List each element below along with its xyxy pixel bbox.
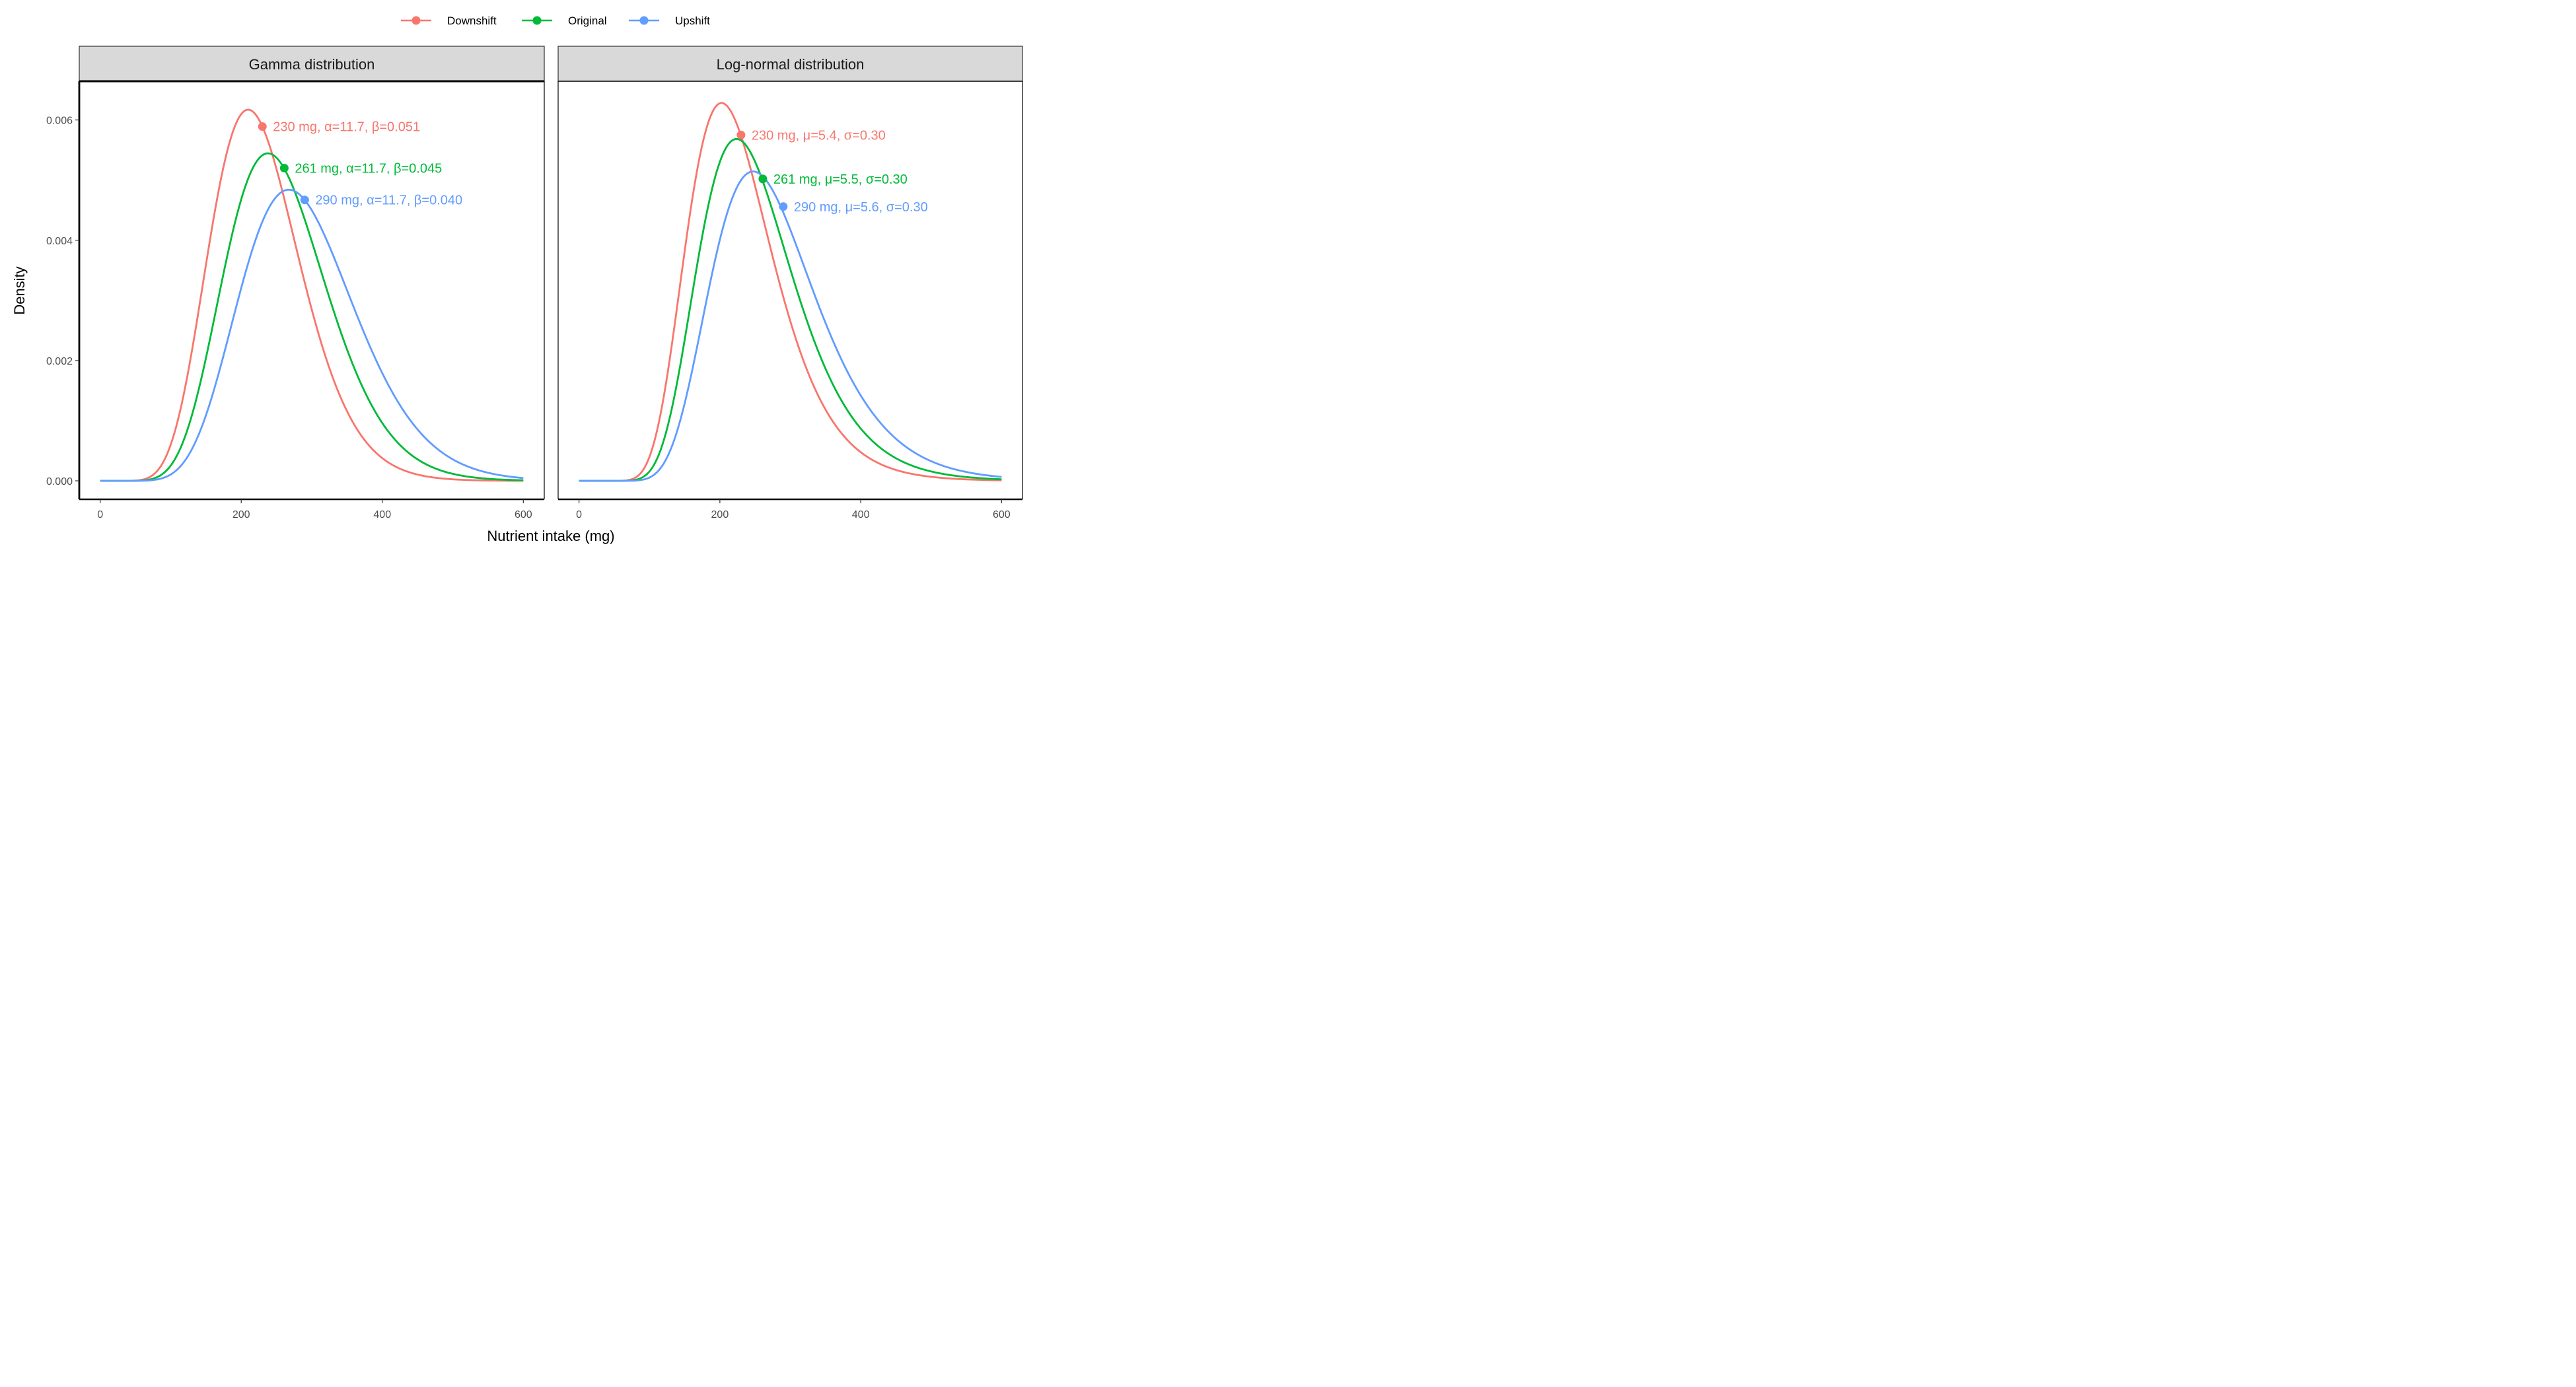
panel-1-series-line-original [100,152,524,482]
y-tick-label-0: 0.000 [46,476,73,487]
y-axis-title: Density [11,266,28,314]
panel-2-point-label-downshift: 230 mg, μ=5.4, σ=0.30 [752,128,886,143]
panel-2-strip [557,46,1023,82]
panel-1-point-label-original: 261 mg, α=11.7, β=0.045 [295,161,442,176]
panel-2-x-tick-label-0: 0 [576,509,582,520]
legend-key-point-downshift [411,16,421,25]
panel-2-point-downshift [736,130,746,139]
panel-1-x-tick-label-0: 0 [97,509,103,520]
panel-2-series-line-original [579,137,1002,482]
panel-2-series-line-upshift [579,170,1002,482]
panel-2-x-tick-label-600: 600 [993,509,1011,520]
panel-1-strip [79,46,545,82]
legend-label-upshift: Upshift [675,15,710,27]
legend-label-original: Original [568,15,607,27]
x-axis-title: Nutrient intake (mg) [487,528,614,544]
legend-label-downshift: Downshift [447,15,497,27]
panel-1-point-label-downshift: 230 mg, α=11.7, β=0.051 [273,120,420,135]
panel-1-plot-area [79,81,544,499]
panel-2-strip-title: Log-normal distribution [717,56,865,73]
panel-2-plot-area [558,81,1022,499]
panel-2-point-upshift [779,202,788,211]
panel-1-point-downshift [258,122,267,131]
panel-1-point-label-upshift: 290 mg, α=11.7, β=0.040 [315,194,462,208]
y-tick-label-3: 0.006 [46,116,73,127]
panel-2-x-tick-label-200: 200 [711,509,729,520]
panel-1-x-tick-label-200: 200 [233,509,250,520]
y-tick-label-1: 0.002 [46,356,73,367]
y-tick-label-2: 0.004 [46,236,73,247]
legend-key-point-upshift [639,16,649,25]
panel-1-point-original [279,163,289,172]
legend-key-point-original [532,16,542,25]
chart-canvas: Downshift Original Upshift Gamma distributi… [11,15,1023,544]
chart-figure: Downshift Original Upshift Gamma distributi… [0,0,1036,559]
panel-1-series-line-downshift [100,108,524,482]
panel-1-strip-title: Gamma distribution [249,56,375,73]
panel-2-point-original [758,174,768,184]
panel-1-series-line-upshift [100,188,524,482]
panel-1-x-tick-label-600: 600 [515,509,532,520]
panel-1-x-tick-label-400: 400 [373,509,391,520]
panel-1-point-upshift [300,196,309,205]
panel-2-x-tick-label-400: 400 [852,509,870,520]
panel-2-point-label-upshift: 290 mg, μ=5.6, σ=0.30 [794,200,928,215]
panel-2-series-line-downshift [579,102,1002,482]
panel-2-point-label-original: 261 mg, μ=5.5, σ=0.30 [773,172,908,187]
